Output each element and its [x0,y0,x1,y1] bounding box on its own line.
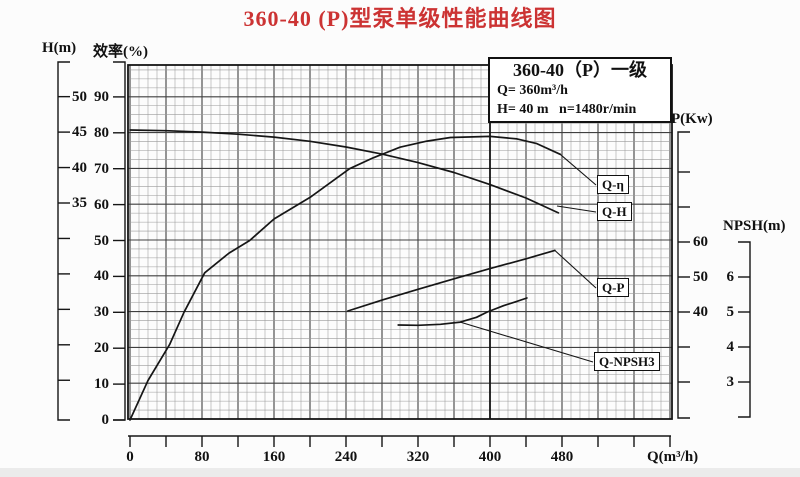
h-tick-label-50: 50 [72,88,87,105]
p-tick-label-50: 50 [693,269,708,285]
h-tick-label-35: 35 [72,195,87,211]
curve-tag-q-npsh3: Q-NPSH3 [594,352,660,371]
x-axis-title: Q(m³/h) [647,449,699,465]
x-tick-label-480: 480 [550,449,574,465]
eta-tick-label-80: 80 [94,124,109,141]
rated-flow-label: Q= 360m³/h [497,83,568,98]
curve-tag-q-h: Q-H [597,202,632,221]
h-axis-title: H(m) [42,40,77,56]
x-tick-label-160: 160 [262,449,286,465]
eta-tick-label-20: 20 [94,340,109,357]
h-tick-label-40: 40 [72,159,87,176]
eta-tick-label-70: 70 [94,160,109,177]
x-tick-label-0: 0 [126,449,134,465]
p-tick-label-60: 60 [693,234,708,250]
rated-head-speed-label: H= 40 m n=1480r/min [497,102,637,117]
curve-tag-q-eta: Q-η [597,175,629,194]
npsh-tick-label-6: 6 [726,269,735,285]
page-title: 360-40 (P)型泵单级性能曲线图 [243,6,557,31]
x-tick-label-320: 320 [406,449,430,465]
x-tick-label-400: 400 [478,449,502,465]
npsh-tick-label-3: 3 [726,374,735,390]
rated-duty-info-box: 360-40（P）一级 Q= 360m³/h H= 40 m n=1480r/m… [488,57,672,123]
p-axis-title: P(Kw) [671,111,713,127]
eta-tick-label-30: 30 [94,304,109,321]
x-tick-label-240: 240 [334,449,358,465]
eta-tick-label-50: 50 [94,232,109,249]
p-tick-label-40: 40 [693,304,708,320]
npsh-axis-title: NPSH(m) [723,218,786,234]
eta-axis-title: 效率(%) [93,44,148,60]
npsh-tick-label-4: 4 [726,339,735,355]
eta-tick-label-0: 0 [101,412,110,428]
npsh-tick-label-5: 5 [726,304,735,320]
scan-shadow-strip [0,468,800,477]
h-tick-label-45: 45 [72,124,87,141]
pump-model-label: 360-40（P）一级 [513,60,647,80]
curve-tag-q-p: Q-P [597,278,630,297]
eta-tick-label-10: 10 [94,376,109,393]
x-tick-label-80: 80 [194,449,210,465]
eta-tick-label-60: 60 [94,196,109,213]
eta-tick-label-40: 40 [94,268,109,285]
eta-tick-label-90: 90 [94,88,109,105]
